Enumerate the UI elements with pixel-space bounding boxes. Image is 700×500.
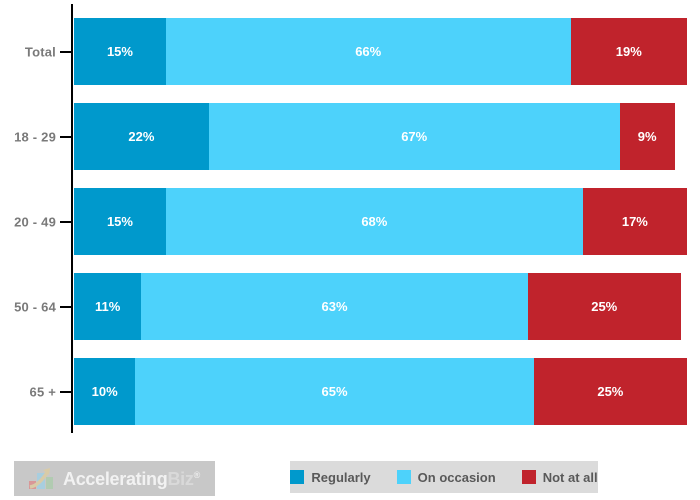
axis-tick [60, 305, 73, 308]
legend-item-regularly: Regularly [290, 469, 371, 485]
bar-row: 50 - 64 11% 63% 25% [0, 273, 700, 340]
bar-segment-regularly: 11% [74, 273, 142, 340]
bar-value-label: 10% [91, 384, 118, 399]
bar-segment-regularly: 22% [74, 103, 209, 170]
category-label: 65 + [29, 384, 56, 399]
axis-tick [60, 390, 73, 393]
legend-swatch-icon [521, 470, 536, 484]
stacked-bar: 22% 67% 9% [74, 103, 687, 170]
bar-value-label: 15% [106, 214, 133, 229]
bar-segment-not-at-all: 25% [533, 358, 687, 425]
logo-text-accelerating: Accelerating [63, 468, 168, 489]
category-label: 20 - 49 [14, 214, 56, 229]
logo-text: AcceleratingBiz® [63, 470, 200, 488]
legend-label: On occasion [417, 469, 496, 485]
bar-value-label: 11% [95, 299, 121, 314]
bar-segment-not-at-all: 17% [582, 188, 687, 255]
logo-chart-icon [29, 467, 53, 489]
axis-tick [60, 50, 73, 53]
bar-segment-on-occasion: 65% [135, 358, 534, 425]
legend-label: Regularly [311, 469, 371, 485]
bar-value-label: 67% [401, 129, 428, 144]
legend-item-not-at-all: Not at all [521, 469, 598, 485]
bar-value-label: 15% [106, 44, 133, 59]
bar-value-label: 9% [637, 129, 657, 144]
legend-item-on-occasion: On occasion [396, 469, 496, 485]
bar-segment-not-at-all: 25% [527, 273, 681, 340]
axis-tick [60, 135, 73, 138]
logo-text-biz: Biz [167, 468, 194, 489]
bar-segment-regularly: 10% [74, 358, 136, 425]
category-label: 18 - 29 [14, 129, 56, 144]
bar-value-label: 19% [615, 44, 642, 59]
category-label: Total [24, 44, 56, 59]
chart-footer: AcceleratingBiz® Regularly On occasion Not… [0, 455, 700, 500]
stacked-bar: 10% 65% 25% [74, 358, 687, 425]
bar-value-label: 68% [361, 214, 388, 229]
bar-segment-regularly: 15% [74, 188, 166, 255]
bar-row: Total 15% 66% 19% [0, 18, 700, 85]
bar-row: 20 - 49 15% 68% 17% [0, 188, 700, 255]
bar-value-label: 25% [597, 384, 624, 399]
bar-row: 65 + 10% 65% 25% [0, 358, 700, 425]
bar-value-label: 17% [621, 214, 648, 229]
bar-segment-not-at-all: 9% [619, 103, 675, 170]
legend-swatch-icon [290, 470, 305, 484]
axis-tick [60, 220, 73, 223]
bar-segment-on-occasion: 67% [208, 103, 620, 170]
bar-rows: Total 15% 66% 19% 18 - 29 22% 67% 9% 20 - 49 15% 6… [0, 18, 700, 443]
bar-segment-on-occasion: 68% [165, 188, 583, 255]
legend-items: Regularly On occasion Not at all [290, 469, 598, 485]
legend-label: Not at all [542, 469, 598, 485]
logo-registered-mark-icon: ® [193, 469, 201, 480]
bar-value-label: 65% [321, 384, 348, 399]
bar-row: 18 - 29 22% 67% 9% [0, 103, 700, 170]
bar-segment-regularly: 15% [74, 18, 166, 85]
bar-segment-on-occasion: 66% [165, 18, 571, 85]
bar-value-label: 63% [321, 299, 348, 314]
bar-value-label: 22% [128, 129, 155, 144]
legend: Regularly On occasion Not at all [290, 461, 598, 493]
bar-segment-on-occasion: 63% [141, 273, 528, 340]
stacked-bar: 15% 66% 19% [74, 18, 687, 85]
y-axis-line [71, 4, 73, 433]
legend-swatch-icon [396, 470, 411, 484]
stacked-bar: 15% 68% 17% [74, 188, 687, 255]
bar-segment-not-at-all: 19% [570, 18, 687, 85]
category-label: 50 - 64 [14, 299, 56, 314]
acceleratingbiz-logo: AcceleratingBiz® [14, 461, 215, 496]
bar-value-label: 25% [591, 299, 618, 314]
stacked-bar: 11% 63% 25% [74, 273, 687, 340]
bar-value-label: 66% [355, 44, 382, 59]
